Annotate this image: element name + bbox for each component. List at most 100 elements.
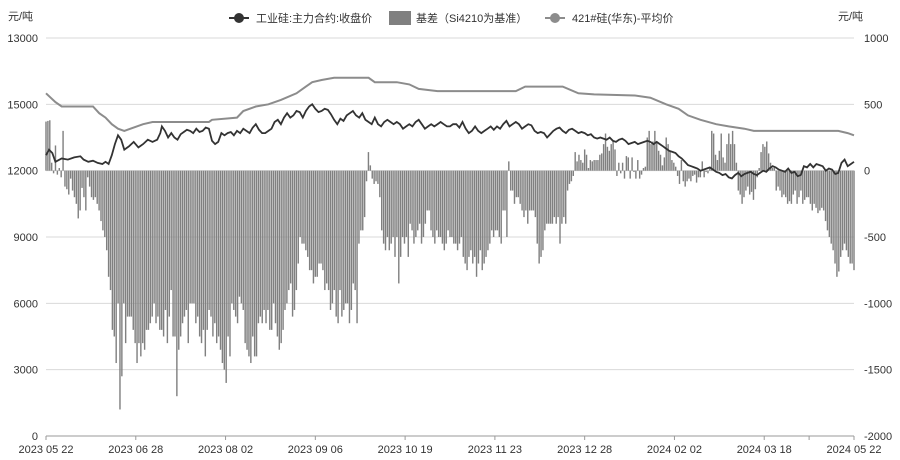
- basis-bar: [381, 170, 383, 231]
- basis-bar: [566, 170, 569, 191]
- basis-bar: [411, 170, 413, 231]
- legend-item-basis[interactable]: 基差（Si4210为基准）: [389, 11, 527, 25]
- basis-bar: [762, 144, 764, 171]
- basis-bar: [198, 170, 201, 337]
- basis-bar: [291, 170, 294, 317]
- basis-bar: [796, 170, 798, 204]
- basis-bar: [701, 161, 703, 171]
- basis-bar: [234, 170, 237, 317]
- basis-bar: [215, 170, 218, 344]
- basis-bar: [71, 170, 74, 191]
- basis-bar: [709, 168, 711, 171]
- basis-bar: [741, 170, 743, 204]
- legend-label-spot-price: 421#硅(华东)-平均价: [572, 11, 673, 25]
- basis-bar: [711, 130, 713, 171]
- basis-bar: [422, 170, 425, 237]
- basis-bar: [401, 170, 404, 237]
- basis-bar: [786, 170, 789, 204]
- basis-bar: [217, 170, 220, 337]
- basis-bar: [126, 170, 129, 317]
- basis-bar: [834, 170, 836, 264]
- basis-bar: [815, 170, 817, 208]
- basis-bar: [447, 170, 449, 231]
- basis-bar: [322, 170, 324, 271]
- basis-bar: [663, 157, 666, 171]
- basis-bar: [555, 170, 557, 224]
- legend-marker-spot-price: [550, 13, 560, 23]
- basis-bar: [766, 141, 768, 171]
- basis-bar: [760, 152, 762, 171]
- basis-bar: [671, 160, 673, 171]
- basis-bar: [559, 170, 561, 244]
- basis-bar: [646, 137, 648, 171]
- basis-bar: [745, 170, 747, 191]
- basis-bar: [327, 170, 330, 291]
- spot-price-line: [45, 76, 855, 137]
- basis-bar: [348, 170, 351, 324]
- basis-bar: [466, 170, 468, 271]
- basis-bar: [223, 170, 226, 370]
- basis-bar: [826, 170, 829, 231]
- basis-bar: [661, 165, 664, 171]
- basis-bar: [840, 170, 842, 257]
- basis-bar: [547, 170, 550, 224]
- basis-bar: [824, 170, 827, 222]
- basis-bar: [398, 170, 400, 284]
- basis-bar: [394, 170, 396, 257]
- basis-bar: [633, 170, 635, 172]
- left-tick-label: 12000: [7, 166, 38, 178]
- basis-bar: [432, 170, 434, 237]
- basis-bar: [750, 170, 753, 192]
- basis-bar: [521, 170, 523, 211]
- basis-bar: [779, 170, 781, 191]
- basis-bar: [692, 170, 694, 176]
- basis-bar: [60, 170, 62, 178]
- basis-bar: [88, 170, 91, 187]
- basis-bar: [377, 170, 379, 184]
- legend-item-spot-price[interactable]: 421#硅(华东)-平均价: [545, 11, 673, 25]
- basis-bar: [731, 130, 734, 171]
- basis-bar: [212, 170, 214, 337]
- basis-bar: [513, 170, 516, 204]
- basis-bar: [496, 170, 499, 231]
- basis-bar: [657, 150, 660, 171]
- basis-bar: [172, 170, 174, 337]
- basis-bar: [712, 133, 715, 171]
- basis-bar: [360, 170, 362, 231]
- basis-bar: [720, 133, 722, 171]
- legend-item-close-price[interactable]: 工业硅:主力合约:收盘价: [229, 11, 372, 25]
- basis-bar: [625, 156, 628, 171]
- basis-bar: [707, 170, 709, 174]
- basis-bar: [830, 170, 832, 244]
- basis-bar: [62, 130, 64, 171]
- basis-bar: [373, 170, 375, 184]
- basis-bar: [379, 170, 381, 198]
- basis-bar: [703, 170, 705, 178]
- basis-bar: [688, 170, 690, 179]
- basis-bar: [673, 162, 675, 171]
- basis-bar: [151, 170, 153, 317]
- close-price-line: [45, 103, 855, 180]
- basis-bar: [45, 121, 47, 171]
- basis-bar: [73, 170, 76, 198]
- basis-bar: [301, 170, 303, 244]
- basis-bar: [525, 170, 527, 211]
- basis-bar: [549, 170, 552, 224]
- basis-bar: [69, 170, 72, 179]
- basis-bar: [819, 170, 821, 211]
- basis-bar: [847, 170, 850, 257]
- basis-bar: [259, 170, 262, 317]
- basis-bar: [272, 170, 275, 304]
- basis-bar: [506, 170, 508, 237]
- basis-bar: [585, 154, 588, 171]
- basis-bar: [388, 170, 391, 251]
- basis-bar: [813, 170, 815, 204]
- basis-bar: [244, 170, 246, 344]
- price-lines: [45, 76, 855, 180]
- basis-bar: [94, 170, 97, 198]
- basis-bar: [113, 170, 115, 337]
- right-axis-unit: 元/吨: [838, 10, 863, 23]
- basis-bar: [458, 170, 461, 244]
- legend-label-close-price: 工业硅:主力合约:收盘价: [256, 11, 372, 25]
- basis-bar: [697, 170, 700, 178]
